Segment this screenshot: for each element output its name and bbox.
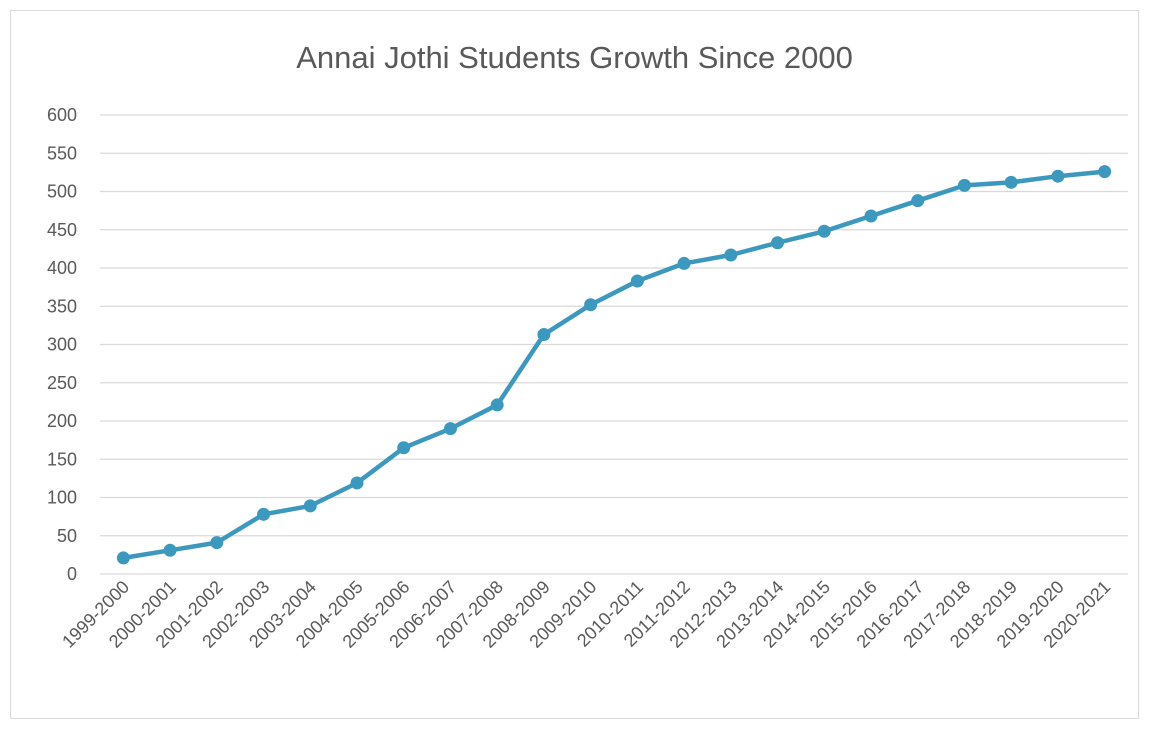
data-point bbox=[677, 256, 691, 270]
y-tick-label: 450 bbox=[47, 220, 77, 240]
y-tick-label: 0 bbox=[67, 564, 77, 584]
y-tick-label: 150 bbox=[47, 449, 77, 469]
data-point bbox=[490, 398, 504, 412]
data-point bbox=[210, 536, 224, 550]
y-tick-label: 550 bbox=[47, 143, 77, 163]
y-axis-labels: 0 50 100 150 200 250 300 350 400 450 500 550 600 bbox=[47, 105, 77, 584]
data-point bbox=[630, 274, 644, 288]
data-point bbox=[397, 441, 411, 455]
series-line bbox=[121, 169, 1107, 561]
y-tick-label: 500 bbox=[47, 182, 77, 202]
chart-frame bbox=[10, 10, 1139, 719]
y-tick-label: 250 bbox=[47, 373, 77, 393]
data-point bbox=[864, 209, 878, 223]
data-point bbox=[116, 551, 130, 565]
y-tick-label: 300 bbox=[47, 335, 77, 355]
chart-title: Annai Jothi Students Growth Since 2000 bbox=[296, 40, 853, 75]
data-point bbox=[1004, 175, 1018, 189]
data-point bbox=[443, 422, 457, 436]
data-point bbox=[537, 328, 551, 342]
data-point bbox=[350, 476, 364, 490]
data-point bbox=[1098, 165, 1112, 179]
y-tick-label: 50 bbox=[57, 526, 77, 546]
y-tick-label: 600 bbox=[47, 105, 77, 125]
series-markers bbox=[116, 165, 1112, 565]
data-point bbox=[257, 507, 271, 521]
series-line-path bbox=[121, 169, 1107, 561]
data-point bbox=[584, 298, 598, 312]
y-tick-label: 350 bbox=[47, 296, 77, 316]
data-point bbox=[163, 543, 177, 557]
data-point bbox=[817, 224, 831, 238]
y-tick-label: 100 bbox=[47, 488, 77, 508]
x-axis-labels: 1999-20002000-20012001-20022002-20032003… bbox=[58, 577, 1114, 652]
data-point bbox=[911, 194, 925, 208]
data-point bbox=[1051, 169, 1065, 183]
data-point bbox=[771, 236, 785, 250]
data-point bbox=[957, 178, 971, 192]
data-point bbox=[724, 248, 738, 262]
data-point bbox=[303, 499, 317, 513]
y-tick-label: 200 bbox=[47, 411, 77, 431]
gridlines bbox=[100, 114, 1128, 575]
y-tick-label: 400 bbox=[47, 258, 77, 278]
